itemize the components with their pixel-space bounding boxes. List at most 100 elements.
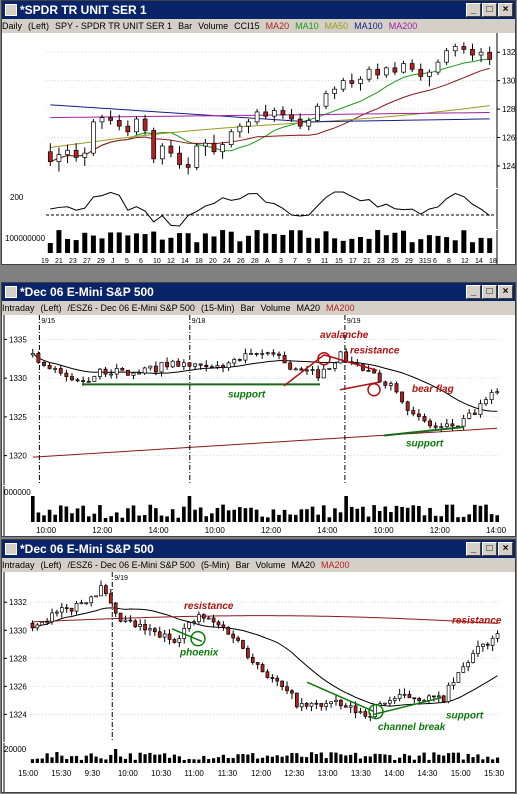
subtitle-item: MA200: [326, 303, 355, 313]
volume-bar: [81, 505, 85, 522]
volume-bar: [120, 517, 125, 522]
x-tick-label: 12:30: [284, 769, 305, 778]
candle: [59, 607, 64, 613]
volume-bar: [58, 505, 63, 522]
volume-bar: [221, 504, 225, 522]
candle: [275, 677, 280, 682]
volume-bar: [314, 754, 319, 763]
minimize-button[interactable]: _: [466, 285, 481, 299]
close-button[interactable]: ×: [498, 3, 513, 17]
volume-bar: [192, 759, 196, 763]
volume-bar: [323, 231, 329, 253]
price-chart[interactable]: 9/19 1324 1326 1328 1330 1332 resistance phoeni…: [2, 572, 515, 742]
x-tick-label: 9: [307, 258, 311, 264]
x-tick-label: 11: [321, 258, 328, 264]
x-tick-label: 27: [83, 258, 91, 264]
subtitle-item: CCI15: [234, 21, 260, 31]
volume-bar: [40, 758, 44, 763]
volume-bar: [36, 512, 41, 522]
ma20-line: [32, 607, 498, 707]
resistance-label: resistance: [184, 601, 234, 612]
maximize-button[interactable]: □: [482, 3, 497, 17]
volume-bar: [486, 756, 490, 763]
candle: [70, 376, 74, 381]
subtitle-item: (Left): [40, 303, 62, 313]
title-bar[interactable]: *SPDR TR UNIT SER 1 _ □ ×: [2, 1, 515, 19]
minimize-button[interactable]: _: [466, 3, 481, 17]
x-tick-label: 11:30: [218, 769, 238, 778]
y-tick-label: 130: [502, 77, 515, 86]
close-button[interactable]: ×: [498, 285, 513, 299]
candle: [315, 105, 320, 121]
volume-bar: [185, 233, 191, 253]
candle: [108, 593, 113, 604]
x-tick-label: 18: [489, 258, 497, 264]
volume-bar: [401, 230, 407, 253]
volume-bar: [417, 505, 421, 522]
volume-bar: [400, 506, 404, 522]
volume-bar: [167, 757, 172, 763]
maximize-button[interactable]: □: [482, 285, 497, 299]
annotation-circle: [367, 383, 381, 397]
volume-bar: [99, 238, 105, 253]
window-title: *Dec 06 E-Mini S&P 500: [20, 542, 154, 556]
subtitle-item: MA20: [296, 303, 321, 313]
y-tick-label: 1320: [9, 452, 27, 461]
session-label: 9/15: [41, 318, 55, 325]
volume-bar: [82, 232, 88, 253]
title-bar[interactable]: *Dec 06 E-Mini S&P 500 _ □ ×: [2, 283, 515, 301]
volume-bar: [133, 233, 139, 253]
price-chart[interactable]: 9/15 9/18 9/19 1320 1325 1330 1335 support avala…: [2, 315, 515, 485]
candle: [249, 353, 253, 355]
chart-window-15min[interactable]: *Dec 06 E-Mini S&P 500 _ □ × Intraday (Le…: [1, 282, 516, 537]
subtitle-item: Intraday: [2, 303, 35, 313]
candle: [138, 623, 143, 627]
price-chart[interactable]: 124 126 128 130 132: [2, 33, 515, 188]
candle: [451, 682, 456, 686]
resistance-label: resistance: [350, 345, 400, 356]
volume-bar: [321, 505, 326, 522]
volume-bar: [30, 496, 35, 522]
subtitle-item: SPY - SPDR TR UNIT SER 1: [55, 21, 173, 31]
volume-bar: [53, 514, 57, 522]
volume-bar: [176, 517, 181, 522]
chart-window-daily[interactable]: *SPDR TR UNIT SER 1 _ □ × Daily (Left) SPY…: [1, 0, 516, 265]
volume-bar: [280, 234, 286, 253]
candle: [450, 423, 455, 427]
chart-window-5min[interactable]: *Dec 06 E-Mini S&P 500 _ □ × Intraday (Le…: [1, 539, 516, 793]
volume-bar: [125, 235, 131, 253]
volume-bar: [309, 752, 314, 763]
candle: [159, 145, 165, 160]
candle: [194, 145, 200, 168]
close-button[interactable]: ×: [498, 542, 513, 556]
volume-bar: [402, 753, 407, 763]
volume-bar: [305, 509, 309, 522]
volume-bar: [489, 514, 494, 522]
candle: [91, 121, 96, 154]
candle: [280, 680, 284, 688]
title-bar[interactable]: *Dec 06 E-Mini S&P 500 _ □ ×: [2, 540, 515, 558]
maximize-button[interactable]: □: [482, 542, 497, 556]
volume-bar: [50, 757, 54, 763]
candle: [197, 614, 201, 623]
volume-scale-label: 20000: [4, 745, 27, 754]
minimize-button[interactable]: _: [466, 542, 481, 556]
candle: [232, 359, 237, 364]
app-icon: [5, 543, 17, 555]
volume-bar: [148, 504, 153, 522]
y-tick-label: 128: [502, 105, 515, 114]
volume-bar: [249, 507, 253, 522]
volume-bar: [491, 759, 495, 763]
volume-bar: [409, 242, 415, 253]
x-tick-label: 6: [139, 258, 143, 264]
volume-bar: [210, 513, 214, 522]
subtitle-item: MA100: [354, 21, 383, 31]
volume-bar: [495, 757, 500, 763]
phoenix-label: phoenix: [179, 648, 219, 659]
volume-bar: [138, 752, 142, 763]
volume-bar: [241, 753, 245, 763]
volume-bar: [109, 754, 113, 763]
volume-bar: [42, 515, 46, 522]
volume-bar: [168, 237, 174, 253]
candle: [297, 118, 303, 127]
